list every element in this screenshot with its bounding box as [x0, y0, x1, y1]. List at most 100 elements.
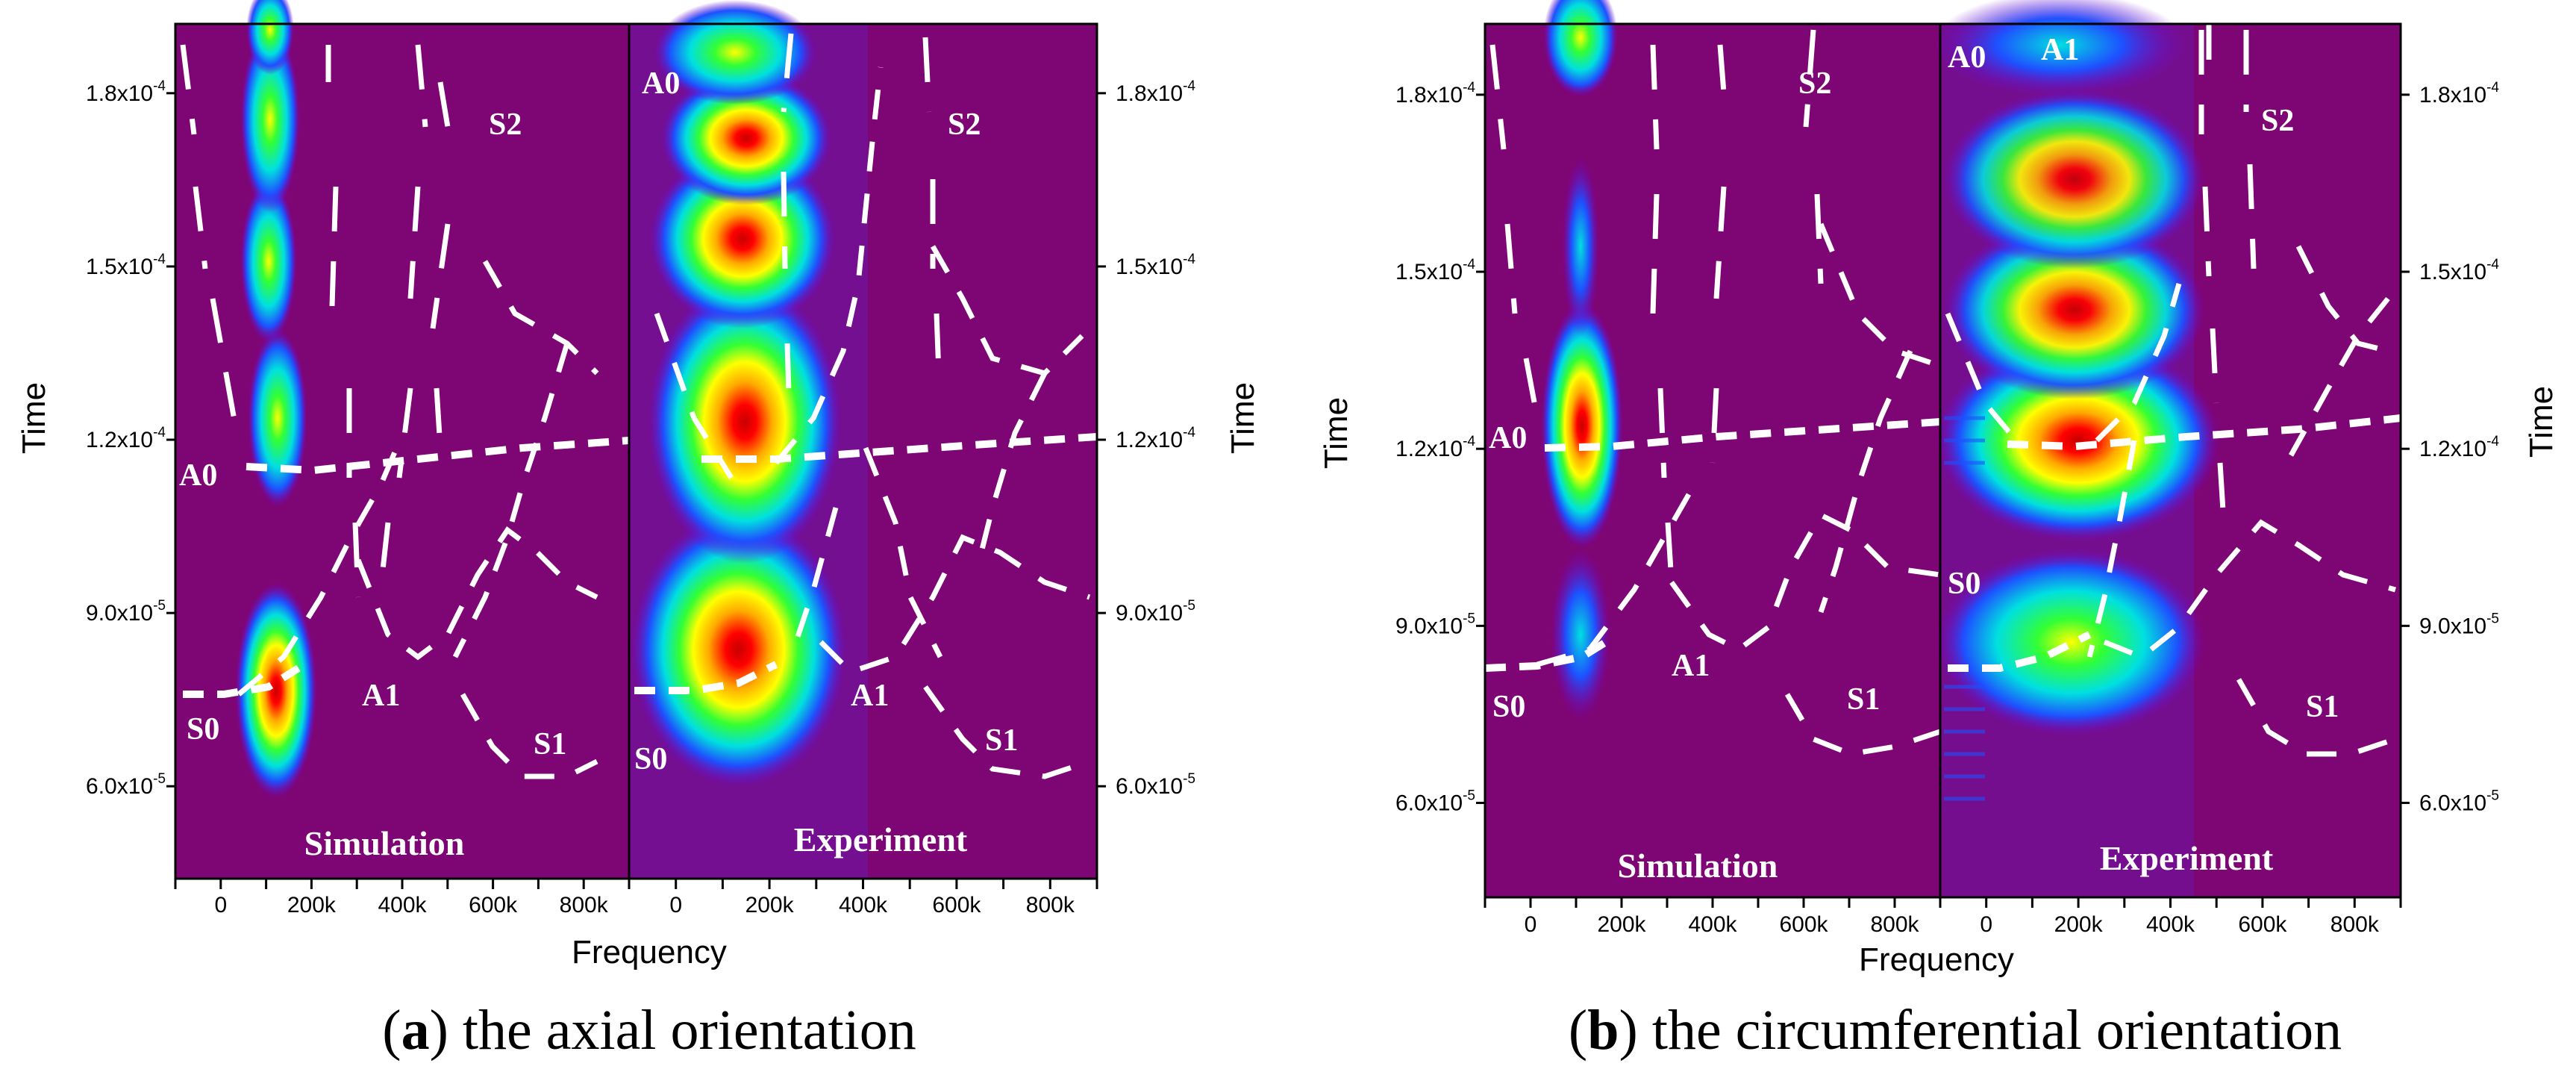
y-tick-label: 1.8x10-4	[86, 78, 166, 106]
x-tick-label: 0	[1980, 912, 1992, 937]
heat-blob	[648, 280, 842, 564]
y-tick-label: 6.0x10-5	[2419, 788, 2499, 816]
mode-label-a1: A1	[1672, 649, 1710, 683]
y-tick-label: 1.5x10-4	[1395, 257, 1475, 284]
heat-blob	[1944, 220, 2205, 399]
mode-label-a0: A0	[1948, 40, 1986, 75]
x-tick-label: 200k	[745, 893, 795, 917]
caption-b: (b) the circumferential orientation	[1569, 999, 2342, 1062]
x-tick-label: 200k	[287, 893, 337, 917]
y-tick-label: 1.2x10-4	[1395, 434, 1475, 461]
x-tick-label: 800k	[2330, 912, 2380, 937]
y-tick-label: 6.0x10-5	[1116, 771, 1195, 799]
figure-a-axial: 6.0x10-5 9.0x10-5 1.2x10-4 1.5x10-4 1.8x10-4…	[16, 0, 1261, 1062]
x-tick-label: 600k	[1779, 912, 1828, 937]
mode-label-s1: S1	[2306, 690, 2339, 724]
panel-title-experiment: Experiment	[2100, 839, 2274, 877]
heat-blob	[1936, 340, 2220, 541]
y-tick-label: 1.8x10-4	[2419, 80, 2499, 108]
x-tick-label: 600k	[2238, 912, 2287, 937]
x-tick-label: 0	[214, 893, 227, 917]
mode-label-a0: A0	[1489, 421, 1527, 455]
mode-label-a1: A1	[851, 679, 889, 713]
y-tick-label: 9.0x10-5	[86, 598, 166, 626]
x-tick-label: 200k	[2054, 912, 2104, 937]
y-axis-title-a-right: Time	[1225, 382, 1261, 454]
x-tick-label: 400k	[839, 893, 888, 917]
y-tick-label: 1.2x10-4	[2419, 434, 2499, 461]
mode-label-s2: S2	[948, 108, 981, 142]
heat-blob	[235, 582, 317, 799]
exp-a-blobs	[631, 0, 847, 788]
mode-label-s2: S2	[1798, 66, 1831, 101]
x-tick-label: 800k	[560, 893, 609, 917]
x-tick-label: 400k	[1688, 912, 1737, 937]
y-tick-label: 1.5x10-4	[1116, 252, 1195, 279]
y-axis-title-a-left: Time	[16, 382, 52, 454]
y-tick-label: 1.5x10-4	[86, 252, 166, 279]
mode-label-s2: S2	[2261, 104, 2294, 138]
exp-b-striations	[1944, 416, 1985, 801]
y-tick-label: 1.8x10-4	[1395, 80, 1475, 108]
y-tick-label: 6.0x10-5	[86, 771, 166, 799]
x-tick-label: 0	[1525, 912, 1537, 937]
heat-blob	[246, 0, 294, 75]
x-tick-label: 200k	[1597, 912, 1646, 937]
y-tick-label: 9.0x10-5	[1395, 611, 1475, 638]
y-ticks-a-right: 6.0x10-5 9.0x10-5 1.2x10-4 1.5x10-4 1.8x10-4	[1097, 78, 1195, 799]
sim-b-blobs	[1541, 0, 1623, 720]
y-ticks-b-left: 6.0x10-5 9.0x10-5 1.2x10-4 1.5x10-4 1.8x10-4	[1395, 80, 1485, 816]
mode-label-a0: A0	[642, 66, 680, 101]
heat-blob	[240, 26, 300, 213]
figure-b-circumferential: 6.0x10-5 9.0x10-5 1.2x10-4 1.5x10-4 1.8x10-4…	[1318, 0, 2560, 1062]
x-tick-label: 400k	[378, 893, 427, 917]
y-tick-label: 9.0x10-5	[1116, 598, 1195, 626]
panel-title-simulation: Simulation	[304, 824, 465, 862]
x-tick-label: 400k	[2146, 912, 2195, 937]
y-tick-label: 1.5x10-4	[2419, 257, 2499, 284]
heat-blob	[631, 511, 847, 788]
heat-blob	[248, 328, 307, 508]
y-tick-label: 1.2x10-4	[86, 425, 166, 452]
caption-a: (a) the axial orientation	[382, 999, 916, 1062]
mode-label-s0: S0	[634, 742, 667, 776]
y-ticks-a-left: 6.0x10-5 9.0x10-5 1.2x10-4 1.5x10-4 1.8x10-4	[86, 78, 175, 799]
mode-label-a1: A1	[362, 679, 400, 713]
mode-label-s1: S1	[985, 723, 1018, 758]
frame-a	[174, 22, 1098, 880]
mode-label-s0: S0	[1948, 567, 1981, 601]
heat-blob	[240, 179, 297, 343]
mode-label-s2: S2	[489, 108, 522, 142]
mode-label-s0: S0	[1492, 690, 1525, 724]
heat-blob	[653, 0, 817, 105]
x-ticks-a: 0 200k 400k 600k 800k 0 200k 400k 600k 800k	[174, 879, 1098, 917]
y-ticks-b-right: 6.0x10-5 9.0x10-5 1.2x10-4 1.5x10-4 1.8x10-4	[2401, 80, 2499, 816]
y-tick-label: 1.8x10-4	[1116, 78, 1195, 106]
mode-label-s0: S0	[187, 712, 219, 747]
mode-label-s1: S1	[1847, 682, 1880, 717]
panel-title-experiment: Experiment	[794, 820, 968, 859]
x-tick-label: 800k	[1870, 912, 1919, 937]
x-axis-title-a: Frequency	[572, 934, 727, 970]
x-axis-title-b: Frequency	[1859, 941, 2014, 978]
dispersion-curves-a	[180, 33, 1098, 779]
mode-label-a0: A0	[179, 458, 217, 493]
mode-label-s1: S1	[534, 727, 566, 761]
frame-b	[1484, 22, 2402, 899]
x-tick-label: 800k	[1026, 893, 1075, 917]
heat-blob	[660, 71, 832, 205]
x-tick-label: 600k	[469, 893, 518, 917]
mode-label-a1: A1	[2041, 33, 2079, 67]
heat-blob	[1541, 302, 1623, 549]
x-tick-label: 0	[669, 893, 682, 917]
y-tick-label: 6.0x10-5	[1395, 788, 1475, 816]
heat-blob	[1551, 549, 1610, 720]
y-axis-title-b-left: Time	[1318, 397, 1354, 469]
panel-title-simulation: Simulation	[1618, 847, 1778, 885]
heat-blob	[1562, 157, 1599, 336]
y-axis-title-b-right: Time	[2523, 386, 2560, 458]
heat-blob	[1944, 90, 2205, 269]
y-tick-label: 1.2x10-4	[1116, 425, 1195, 452]
x-tick-label: 600k	[932, 893, 981, 917]
